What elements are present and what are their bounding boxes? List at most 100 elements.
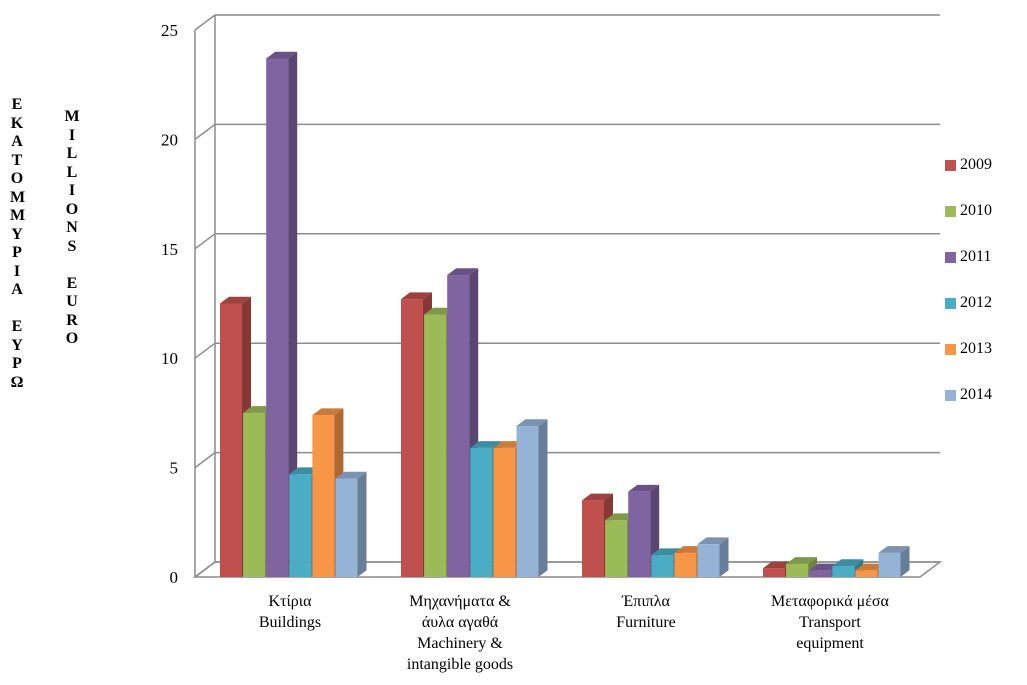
bar-front — [628, 491, 651, 577]
bar-front — [243, 412, 266, 577]
bar — [266, 51, 298, 578]
x-tick-label: Κτίρια Buildings — [195, 591, 385, 633]
gridline-side — [194, 123, 216, 140]
y-tick-label: 20 — [161, 130, 178, 149]
y-axis-label-letter: Υ — [11, 336, 23, 354]
legend-label: 2013 — [960, 340, 992, 357]
bar-front — [447, 275, 470, 577]
y-axis-label-letter: L — [66, 145, 78, 162]
legend-label: 2012 — [960, 294, 992, 311]
x-tick-label: Μηχανήματα & άυλα αγαθά Machinery & intangi… — [365, 591, 555, 675]
y-axis-label-letter: Α — [11, 281, 23, 298]
bar-top — [220, 296, 251, 304]
x-tick-label-line: Κτίρια — [268, 593, 312, 610]
legend-label: 2009 — [960, 156, 992, 173]
y-axis-label-letter: Ι — [13, 262, 21, 280]
x-tick-label-line: Buildings — [258, 614, 322, 631]
y-axis-label-letter: I — [68, 182, 76, 199]
y-axis-label-letter: S — [67, 237, 77, 255]
bar-front — [266, 58, 289, 578]
y-axis-label-letter: E — [66, 274, 78, 292]
bar-side — [900, 546, 910, 577]
bar-side — [288, 51, 298, 578]
y-axis-label-letter: Ω — [10, 373, 24, 391]
bar — [516, 419, 548, 577]
bar-front — [424, 314, 447, 577]
y-tick-label: 25 — [161, 21, 178, 40]
y-axis-label-letter: R — [66, 311, 78, 329]
legend-swatch — [945, 159, 956, 171]
y-axis-label-letter: Ρ — [12, 355, 22, 372]
bar-top — [266, 51, 298, 59]
legend-swatch — [945, 343, 956, 355]
y-axis-label-letter: Α — [11, 133, 23, 150]
bar-front — [832, 566, 855, 577]
y-tick-label: 10 — [161, 349, 178, 368]
y-axis-label-letter — [10, 300, 24, 319]
y-axis-label-letter: Ε — [11, 318, 23, 335]
y-axis-label-letter: Ο — [10, 170, 24, 187]
bar-front — [335, 478, 358, 577]
bar-top — [582, 493, 613, 501]
bar-top — [312, 408, 344, 416]
gridline-side — [194, 233, 216, 250]
legend: 2009 2010 2011 2012 2013 2014 — [945, 142, 992, 418]
y-axis-label-letter: Κ — [10, 114, 24, 132]
bar-top — [447, 268, 479, 276]
bar — [335, 471, 367, 577]
bar-front — [809, 570, 832, 577]
y-axis-label-letter — [64, 256, 80, 275]
x-tick-label-line: Transport — [799, 614, 861, 631]
bar-side — [357, 471, 367, 577]
bar-front — [582, 500, 604, 577]
y-axis-label-letter: Ρ — [12, 244, 22, 261]
legend-swatch — [945, 251, 956, 263]
legend-label: 2010 — [960, 202, 992, 219]
bar-side — [538, 419, 548, 577]
bar-front — [312, 415, 335, 577]
legend-item: 2014 — [945, 372, 992, 418]
bar-front — [855, 570, 878, 577]
y-axis-label-letter: U — [66, 293, 78, 310]
y-tick-label: 15 — [161, 240, 178, 259]
x-tick-label-line: equipment — [796, 635, 864, 652]
x-tick-label-line: άυλα αγαθά — [421, 614, 499, 631]
legend-item: 2010 — [945, 188, 992, 234]
bar — [878, 546, 910, 577]
y-axis-label-letter: Τ — [11, 151, 23, 169]
bar-top — [786, 557, 818, 564]
x-tick-label-line: Έπιπλα — [622, 593, 670, 610]
gridline-side — [194, 342, 216, 359]
legend-label: 2011 — [960, 248, 992, 265]
y-axis-label-letter: O — [65, 200, 79, 218]
x-tick-label: Έπιπλα Furniture — [551, 591, 741, 633]
bar-front — [470, 447, 493, 577]
bar-top — [401, 292, 432, 300]
x-tick-label-line: Μηχανήματα & — [409, 593, 511, 610]
gridline-side — [194, 14, 216, 31]
bar-front — [220, 303, 242, 577]
y-axis-label-letter: Μ — [10, 188, 26, 206]
x-tick-label-line: Machinery & — [417, 635, 503, 652]
bar-top — [335, 471, 367, 479]
bar-top — [470, 441, 502, 448]
legend-swatch — [945, 205, 956, 217]
y-axis-label-letter: Μ — [10, 207, 26, 224]
y-axis-label-letter: N — [66, 219, 78, 236]
bar-front — [763, 568, 785, 577]
y-tick-label: 0 — [170, 568, 179, 587]
bar-front — [516, 426, 539, 577]
bar-front — [289, 474, 312, 577]
y-axis-label-letter: L — [66, 163, 78, 181]
legend-item: 2012 — [945, 280, 992, 326]
bar-front — [878, 552, 901, 577]
x-tick-label-line: Furniture — [616, 614, 676, 631]
y-axis-label-letter: M — [64, 108, 80, 125]
y-axis-label-letter: Υ — [11, 225, 23, 243]
y-axis-label-letter: I — [68, 126, 76, 144]
y-axis-label-letter: O — [65, 330, 79, 347]
bar-top — [516, 419, 548, 427]
